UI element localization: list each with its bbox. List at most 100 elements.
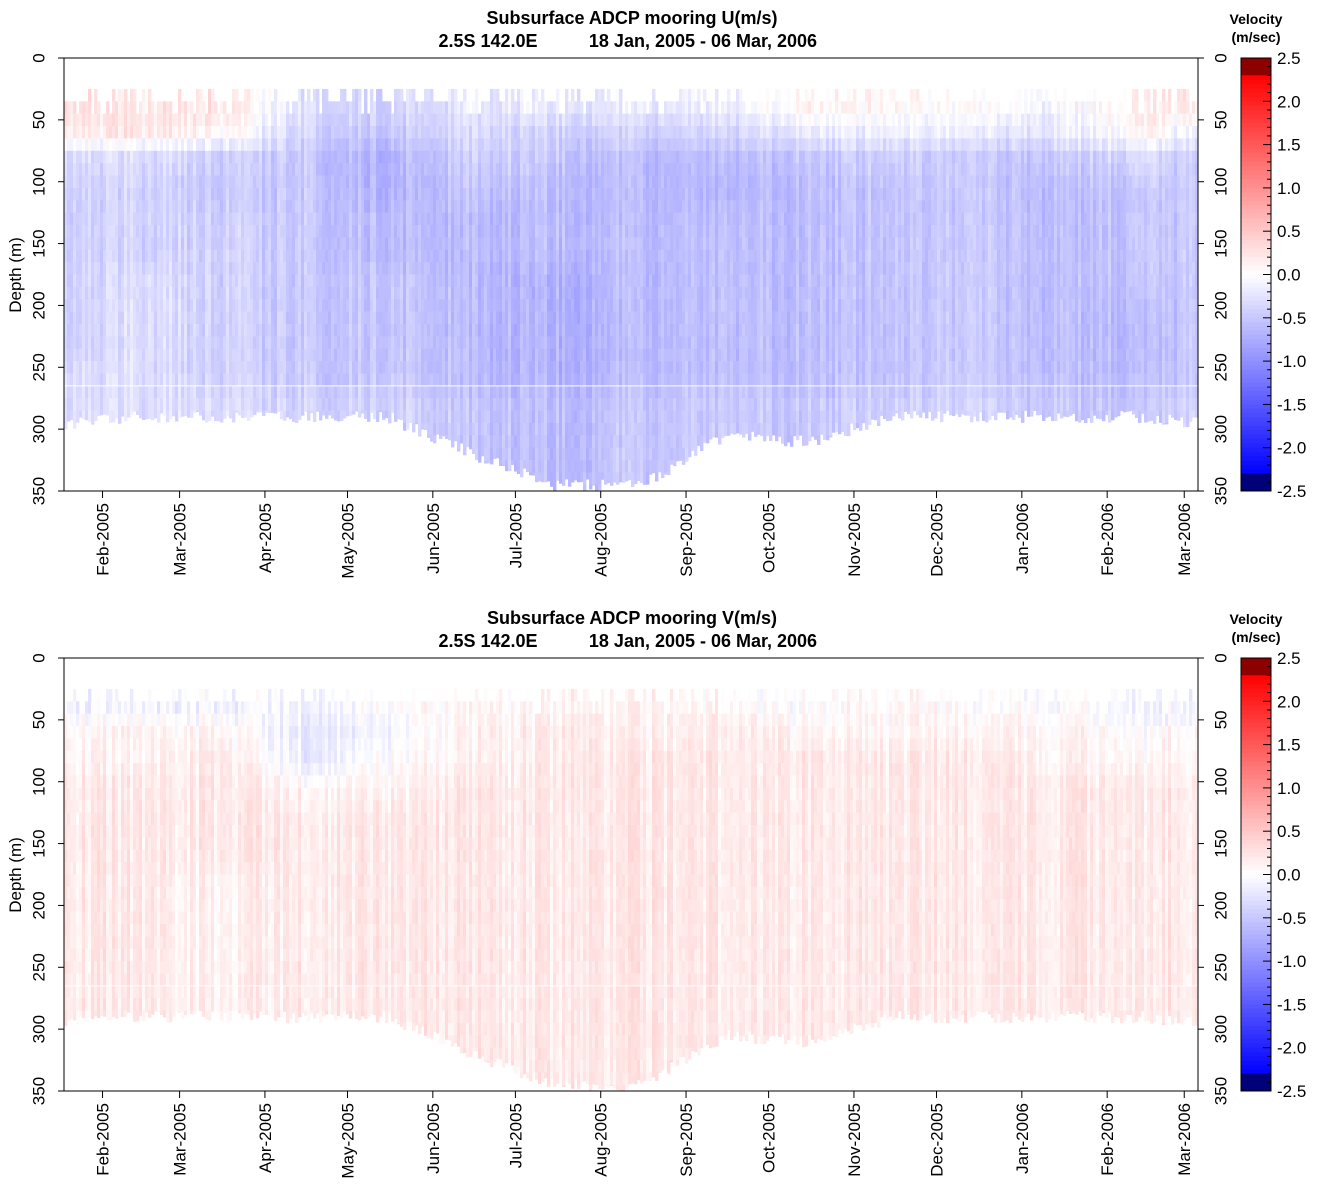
u-heat-cell bbox=[511, 225, 514, 238]
u-heat-cell bbox=[79, 374, 82, 387]
u-heat-cell bbox=[151, 361, 154, 374]
u-heat-cell bbox=[217, 126, 220, 139]
u-heat-cell bbox=[136, 151, 139, 164]
u-heat-cell bbox=[220, 114, 223, 127]
u-heat-cell bbox=[136, 386, 139, 399]
u-heat-cell bbox=[112, 114, 115, 127]
u-heat-cell bbox=[181, 176, 184, 189]
u-heat-cell bbox=[298, 176, 301, 189]
u-heat-cell bbox=[394, 225, 397, 238]
u-heat-cell bbox=[451, 237, 454, 250]
u-heat-cell bbox=[127, 411, 130, 418]
u-heat-cell bbox=[193, 213, 196, 226]
u-heat-cell bbox=[403, 349, 406, 362]
u-heat-cell bbox=[124, 275, 127, 288]
u-heat-cell bbox=[583, 349, 586, 362]
u-heat-cell bbox=[328, 163, 331, 176]
u-heat-cell bbox=[427, 114, 430, 127]
u-heat-cell bbox=[424, 101, 427, 114]
u-heat-cell bbox=[559, 126, 562, 139]
u-heat-cell bbox=[388, 101, 391, 114]
u-heat-cell bbox=[94, 114, 97, 127]
u-heat-cell bbox=[166, 250, 169, 263]
u-heat-cell bbox=[130, 324, 133, 337]
u-heat-cell bbox=[133, 386, 136, 399]
u-heat-cell bbox=[340, 138, 343, 151]
u-heat-cell bbox=[577, 114, 580, 127]
u-heat-cell bbox=[556, 126, 559, 139]
u-heat-cell bbox=[343, 200, 346, 213]
u-heat-cell bbox=[406, 411, 409, 424]
u-heat-cell bbox=[388, 114, 391, 127]
u-heat-cell bbox=[577, 398, 580, 411]
u-heat-cell bbox=[286, 336, 289, 349]
u-heat-cell bbox=[304, 262, 307, 275]
u-heat-cell bbox=[400, 287, 403, 300]
u-heat-cell bbox=[307, 250, 310, 263]
u-heat-cell bbox=[436, 262, 439, 275]
u-heat-cell bbox=[331, 101, 334, 114]
u-heat-cell bbox=[121, 176, 124, 189]
u-heat-cell bbox=[262, 163, 265, 176]
u-heat-cell bbox=[244, 386, 247, 399]
u-heat-cell bbox=[79, 349, 82, 362]
u-heat-cell bbox=[280, 250, 283, 263]
u-heat-cell bbox=[412, 287, 415, 300]
u-heat-cell bbox=[256, 114, 259, 127]
u-heat-cell bbox=[442, 213, 445, 226]
u-heat-cell bbox=[385, 336, 388, 349]
u-heat-cell bbox=[589, 138, 592, 151]
u-heat-cell bbox=[376, 151, 379, 164]
u-heat-cell bbox=[136, 361, 139, 374]
u-heat-cell bbox=[157, 250, 160, 263]
u-heat-cell bbox=[286, 176, 289, 189]
u-heat-cell bbox=[151, 411, 154, 421]
u-heat-cell bbox=[157, 374, 160, 387]
u-heat-cell bbox=[352, 138, 355, 151]
u-heat-cell bbox=[343, 398, 346, 411]
u-heat-cell bbox=[271, 237, 274, 250]
u-heat-cell bbox=[547, 163, 550, 176]
u-heat-cell bbox=[394, 411, 397, 422]
u-heat-cell bbox=[67, 386, 70, 399]
u-heat-cell bbox=[409, 349, 412, 362]
u-heat-cell bbox=[124, 176, 127, 189]
u-heat-cell bbox=[133, 398, 136, 411]
u-heat-cell bbox=[136, 114, 139, 127]
u-heat-cell bbox=[139, 138, 142, 151]
u-heat-cell bbox=[124, 225, 127, 238]
u-heat-cell bbox=[538, 423, 541, 436]
u-heat-cell bbox=[592, 324, 595, 337]
u-heat-cell bbox=[472, 374, 475, 387]
u-heat-cell bbox=[100, 312, 103, 325]
u-heat-cell bbox=[448, 287, 451, 300]
u-heat-cell bbox=[385, 299, 388, 312]
u-heat-cell bbox=[151, 101, 154, 114]
u-heat-cell bbox=[514, 237, 517, 250]
u-heat-cell bbox=[190, 312, 193, 325]
u-heat-cell bbox=[589, 361, 592, 374]
u-heat-cell bbox=[208, 411, 211, 421]
u-heat-cell bbox=[166, 287, 169, 300]
u-heat-cell bbox=[400, 89, 403, 102]
u-heat-cell bbox=[325, 138, 328, 151]
u-heat-cell bbox=[241, 225, 244, 238]
u-heat-cell bbox=[448, 435, 451, 440]
u-heat-cell bbox=[562, 275, 565, 288]
u-heat-cell bbox=[583, 386, 586, 399]
u-heat-cell bbox=[172, 299, 175, 312]
u-heat-cell bbox=[253, 250, 256, 263]
u-heat-cell bbox=[91, 349, 94, 362]
u-heat-cell bbox=[592, 472, 595, 485]
u-heat-cell bbox=[67, 275, 70, 288]
u-heat-cell bbox=[484, 287, 487, 300]
u-heat-cell bbox=[319, 361, 322, 374]
u-heat-cell bbox=[556, 411, 559, 424]
u-heat-cell bbox=[235, 287, 238, 300]
u-heat-cell bbox=[142, 101, 145, 114]
u-heat-cell bbox=[556, 336, 559, 349]
u-heat-cell bbox=[421, 262, 424, 275]
u-heat-cell bbox=[367, 386, 370, 399]
u-heat-cell bbox=[577, 262, 580, 275]
u-heat-cell bbox=[292, 114, 295, 127]
